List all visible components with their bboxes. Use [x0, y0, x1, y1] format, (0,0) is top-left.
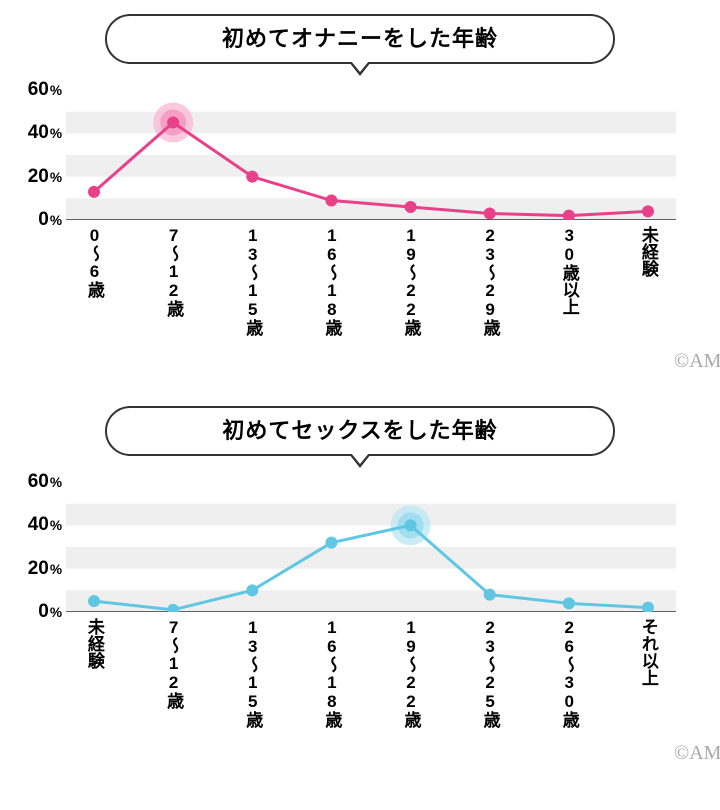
- data-point: [325, 195, 337, 207]
- y-axis-label: 60%: [28, 471, 66, 493]
- chart-plot: 0%20%40%60%未経験7〜12歳13〜15歳16〜18歳19〜22歳23〜…: [66, 482, 676, 612]
- data-point: [484, 208, 496, 220]
- x-axis-label: 13〜15歳: [243, 226, 261, 336]
- x-axis-label: 13〜15歳: [243, 618, 261, 728]
- x-axis-label: 26〜30歳: [560, 618, 578, 728]
- y-axis-label: 0%: [38, 209, 66, 231]
- y-axis-label: 40%: [28, 514, 66, 536]
- y-axis-label: 20%: [28, 558, 66, 580]
- x-axis-label: 7〜12歳: [164, 226, 182, 317]
- x-axis-label: 19〜22歳: [402, 618, 420, 728]
- data-point: [405, 519, 417, 531]
- data-point: [642, 205, 654, 217]
- x-axis-label: 16〜18歳: [323, 226, 341, 336]
- y-axis-label: 0%: [38, 601, 66, 623]
- x-axis-label: 0〜6歳: [85, 226, 103, 298]
- chart-svg: [66, 482, 676, 612]
- data-point: [484, 589, 496, 601]
- x-axis-label: 30歳以上: [560, 226, 578, 315]
- data-point: [563, 597, 575, 609]
- x-axis-label: 未経験: [639, 226, 657, 277]
- x-axis-label: 19〜22歳: [402, 226, 420, 336]
- copyright-text: ©AM: [674, 350, 720, 373]
- data-point: [325, 537, 337, 549]
- data-point: [88, 186, 100, 198]
- chart-title: 初めてオナニーをした年齢: [105, 14, 615, 64]
- chart-plot: 0%20%40%60%0〜6歳7〜12歳13〜15歳16〜18歳19〜22歳23…: [66, 90, 676, 220]
- data-point: [405, 201, 417, 213]
- x-axis-label: 16〜18歳: [323, 618, 341, 728]
- y-axis-label: 40%: [28, 122, 66, 144]
- x-axis-label: 23〜29歳: [481, 226, 499, 336]
- y-axis-label: 60%: [28, 79, 66, 101]
- x-axis-label: 23〜25歳: [481, 618, 499, 728]
- y-axis-label: 20%: [28, 166, 66, 188]
- data-point: [167, 117, 179, 129]
- x-axis-label: 未経験: [85, 618, 103, 669]
- chart-title: 初めてセックスをした年齢: [105, 406, 615, 456]
- chart-svg: [66, 90, 676, 220]
- copyright-text: ©AM: [674, 742, 720, 765]
- x-axis-label: それ以上: [639, 618, 657, 686]
- data-point: [246, 171, 258, 183]
- x-axis-label: 7〜12歳: [164, 618, 182, 709]
- data-point: [88, 595, 100, 607]
- data-point: [246, 584, 258, 596]
